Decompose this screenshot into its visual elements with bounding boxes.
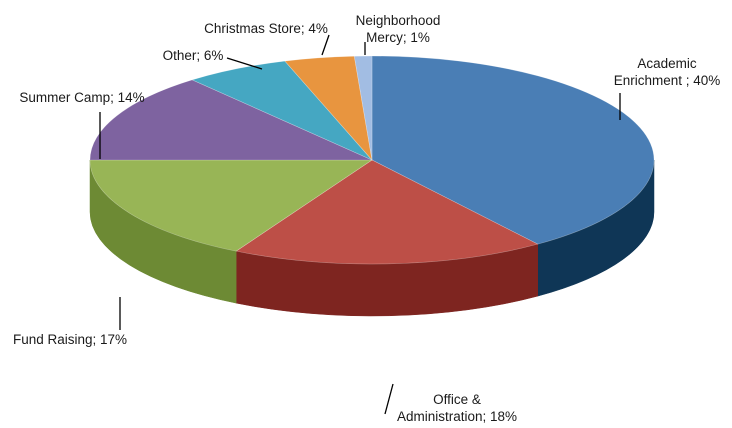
slice-top-neighborhood-mercy-1 <box>353 55 373 161</box>
slice-top-fund-raising-17 <box>89 159 373 252</box>
slice-labels: Academic Enrichment ; 40% Office & Administ… <box>13 13 720 424</box>
slice-label-other-6: Other; 6% <box>163 48 224 63</box>
slice-tops <box>89 55 655 265</box>
slice-top-academic-enrichment-40 <box>371 55 655 245</box>
slice-label-office-administration-18: Office & Administration; 18% <box>397 392 517 424</box>
slice-top-office-administration-18 <box>235 159 539 265</box>
slice-top-christmas-store-4 <box>284 55 373 161</box>
leader-line-office-administration-18 <box>384 383 394 415</box>
slice-label-christmas-store-4: Christmas Store; 4% <box>204 21 328 36</box>
slice-label-academic-enrichment-40: Academic Enrichment ; 40% <box>614 56 721 88</box>
leader-line-christmas-store-4 <box>321 34 330 56</box>
slice-label-fund-raising-17: Fund Raising; 17% <box>13 332 127 347</box>
slice-label-neighborhood-mercy-1: Neighborhood Mercy; 1% <box>356 13 441 45</box>
leader-lines <box>99 34 621 415</box>
leader-line-other-6 <box>226 57 263 70</box>
slice-label-summer-camp-14: Summer Camp; 14% <box>19 90 144 105</box>
slice-top-other-6 <box>191 60 373 161</box>
slice-top-summer-camp-14 <box>89 79 373 161</box>
